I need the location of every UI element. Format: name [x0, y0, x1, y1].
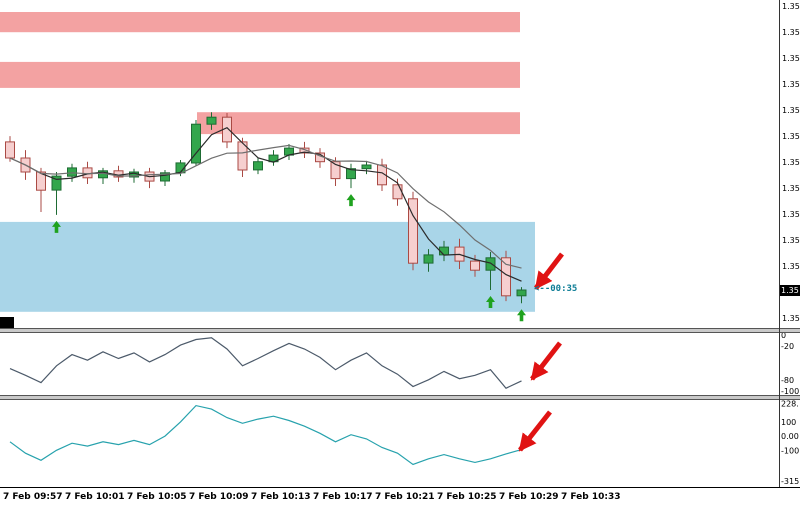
- signal-arrow-icon[interactable]: [530, 341, 562, 381]
- candle: [268, 150, 279, 166]
- price-axis-label: 1.35: [782, 184, 800, 193]
- time-axis-label: 7 Feb 10:01: [65, 492, 125, 502]
- price-axis-border: [779, 0, 780, 487]
- indicator-axis-label: 100: [781, 418, 796, 427]
- time-axis-label: 7 Feb 10:05: [127, 492, 187, 502]
- indicator-axis-label: 0.00: [781, 432, 799, 441]
- price-axis-label: 1.35: [782, 158, 800, 167]
- price-axis-label: 1.35: [782, 106, 800, 115]
- time-axis-label: 7 Feb 10:25: [437, 492, 497, 502]
- price-axis-label: 1.35: [782, 54, 800, 63]
- price-axis-label: 1.35: [782, 2, 800, 11]
- time-axis-label: 7 Feb 10:29: [499, 492, 559, 502]
- indicator-axis-label: -80: [781, 376, 794, 385]
- price-axis-label: 1.35: [782, 314, 800, 323]
- price-axis-label: 1.35: [782, 236, 800, 245]
- candle: [516, 287, 527, 304]
- candle: [144, 167, 155, 189]
- candle: [237, 137, 248, 177]
- candle: [113, 165, 124, 182]
- candle: [346, 163, 356, 189]
- time-axis-label: 7 Feb 09:57: [3, 492, 63, 502]
- current-price-tag: 1.35: [780, 285, 800, 296]
- price-axis-label: 1.35: [782, 80, 800, 89]
- resistance-band-1[interactable]: [0, 12, 520, 33]
- indicator-axis-label: -100: [781, 387, 799, 395]
- buy-arrow-icon[interactable]: [486, 296, 496, 308]
- candle: [5, 136, 15, 162]
- indicator-axis-label: -100: [781, 446, 799, 455]
- oscillator-lower-line: [9, 404, 522, 466]
- panel-separator-2[interactable]: [0, 395, 800, 400]
- price-chart-canvas[interactable]: 1.35 1.35 1.35 1.35 1.35 1.35 1.35 1.35 1.35 1.35…: [0, 0, 800, 328]
- price-axis-label: 1.35: [782, 210, 800, 219]
- panel-separator-1[interactable]: [0, 328, 800, 333]
- candle: [408, 191, 418, 271]
- candle: [191, 120, 201, 166]
- oscillator-upper-line: [9, 337, 522, 389]
- candle: [485, 252, 496, 290]
- indicator-axis-label: -20: [781, 342, 794, 351]
- price-axis-label: 1.35: [782, 262, 800, 271]
- candle: [36, 167, 46, 212]
- resistance-band-2[interactable]: [0, 61, 520, 88]
- signal-arrow-icon[interactable]: [518, 410, 552, 452]
- buy-arrow-icon[interactable]: [346, 194, 356, 207]
- candle: [98, 167, 108, 184]
- time-axis-label: 7 Feb 10:33: [561, 492, 621, 502]
- buy-arrow-icon[interactable]: [52, 220, 61, 233]
- candle: [377, 158, 387, 191]
- signal-arrow-icon[interactable]: [534, 252, 564, 290]
- candle-countdown-label: <--00:35: [534, 284, 578, 294]
- time-axis-label: 7 Feb 10:13: [251, 492, 311, 502]
- buy-arrow-icon[interactable]: [517, 309, 526, 322]
- chart-corner-marker: [0, 317, 14, 328]
- candle: [470, 254, 480, 277]
- candle: [361, 160, 372, 175]
- price-axis-label: 1.35: [782, 132, 800, 141]
- oscillator-2-canvas[interactable]: 228. 100 0.00 -100 -315: [0, 400, 800, 487]
- time-axis-label: 7 Feb 10:17: [313, 492, 373, 502]
- candle: [253, 158, 263, 175]
- support-zone[interactable]: [0, 221, 535, 312]
- time-axis-label: 7 Feb 10:21: [375, 492, 435, 502]
- candle: [160, 170, 170, 186]
- candle: [423, 249, 434, 272]
- indicator-axis-label: 228.: [781, 400, 799, 409]
- oscillator-1-canvas[interactable]: 0 -20 -80 -100: [0, 333, 800, 395]
- time-axis[interactable]: 7 Feb 09:57 7 Feb 10:01 7 Feb 10:05 7 Feb 1…: [0, 487, 800, 515]
- ma-slow: [9, 144, 522, 269]
- indicator-axis-label: -315: [781, 477, 799, 486]
- candle: [315, 148, 325, 168]
- indicator-axis-label: 0: [781, 333, 786, 340]
- candle: [206, 112, 217, 130]
- time-axis-label: 7 Feb 10:09: [189, 492, 249, 502]
- resistance-band-3[interactable]: [197, 112, 520, 135]
- price-axis-label: 1.35: [782, 28, 800, 37]
- candle: [82, 161, 93, 184]
